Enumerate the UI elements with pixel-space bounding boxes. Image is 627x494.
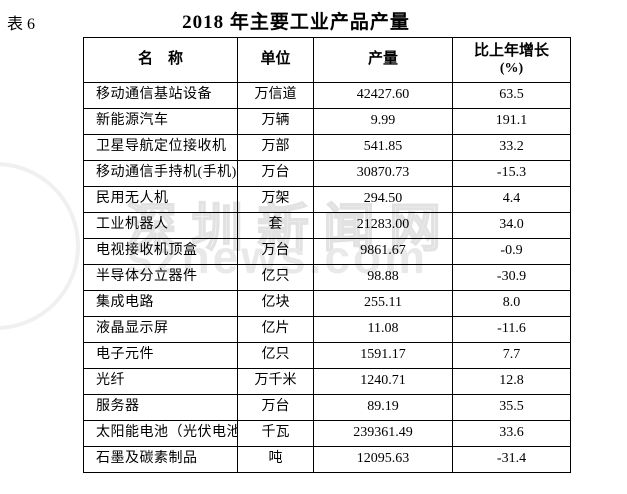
product-output-cell: 21283.00 xyxy=(313,212,453,239)
product-unit-cell: 万台 xyxy=(237,394,314,421)
table-row: 卫星导航定位接收机 万部 541.85 33.2 xyxy=(83,134,571,161)
table-row: 电子元件 亿只 1591.17 7.7 xyxy=(83,342,571,369)
product-output-cell: 1591.17 xyxy=(313,342,453,369)
table-row: 光纤 万千米 1240.71 12.8 xyxy=(83,368,571,395)
product-growth-cell: -0.9 xyxy=(452,238,571,265)
product-name-cell: 半导体分立器件 xyxy=(83,264,238,291)
header-growth-line2: (%) xyxy=(499,60,524,76)
product-output-cell: 42427.60 xyxy=(313,82,453,109)
product-unit-cell: 万部 xyxy=(237,134,314,161)
product-unit-cell: 亿块 xyxy=(237,290,314,317)
product-growth-cell: 34.0 xyxy=(452,212,571,239)
product-growth-cell: 8.0 xyxy=(452,290,571,317)
product-output-cell: 1240.71 xyxy=(313,368,453,395)
product-unit-cell: 万千米 xyxy=(237,368,314,395)
header-name: 名 称 xyxy=(83,37,238,83)
product-output-cell: 255.11 xyxy=(313,290,453,317)
product-unit-cell: 万台 xyxy=(237,238,314,265)
product-name-cell: 集成电路 xyxy=(83,290,238,317)
product-name-cell: 民用无人机 xyxy=(83,186,238,213)
table-number-label: 表 6 xyxy=(7,16,36,33)
product-unit-cell: 亿只 xyxy=(237,342,314,369)
product-name-cell: 电视接收机顶盒 xyxy=(83,238,238,265)
product-unit-cell: 套 xyxy=(237,212,314,239)
table-row: 移动通信基站设备 万信道 42427.60 63.5 xyxy=(83,82,571,109)
table-row: 移动通信手持机(手机) 万台 30870.73 -15.3 xyxy=(83,160,571,187)
product-name-cell: 卫星导航定位接收机 xyxy=(83,134,238,161)
product-output-cell: 30870.73 xyxy=(313,160,453,187)
product-name-cell: 光纤 xyxy=(83,368,238,395)
table-body: 移动通信基站设备 万信道 42427.60 63.5 新能源汽车 万辆 9.99… xyxy=(83,82,571,473)
product-name-cell: 太阳能电池（光伏电池） xyxy=(83,420,238,447)
product-unit-cell: 吨 xyxy=(237,446,314,473)
product-name-cell: 液晶显示屏 xyxy=(83,316,238,343)
product-output-cell: 11.08 xyxy=(313,316,453,343)
table-row: 民用无人机 万架 294.50 4.4 xyxy=(83,186,571,213)
header-unit: 单位 xyxy=(237,37,314,83)
product-unit-cell: 千瓦 xyxy=(237,420,314,447)
table-row: 集成电路 亿块 255.11 8.0 xyxy=(83,290,571,317)
product-growth-cell: 33.6 xyxy=(452,420,571,447)
product-name-cell: 新能源汽车 xyxy=(83,108,238,135)
product-name-cell: 工业机器人 xyxy=(83,212,238,239)
product-growth-cell: 4.4 xyxy=(452,186,571,213)
table-row: 工业机器人 套 21283.00 34.0 xyxy=(83,212,571,239)
page-title: 2018 年主要工业产品产量 xyxy=(182,12,410,33)
product-output-cell: 9.99 xyxy=(313,108,453,135)
product-growth-cell: 12.8 xyxy=(452,368,571,395)
table-header: 名 称 单位 产量 比上年增长 (%) xyxy=(83,37,571,83)
product-growth-cell: 7.7 xyxy=(452,342,571,369)
product-output-cell: 541.85 xyxy=(313,134,453,161)
industrial-output-table: 名 称 单位 产量 比上年增长 (%) 移动通信基站设备 万信道 42427.6… xyxy=(83,37,571,473)
product-name-cell: 移动通信手持机(手机) xyxy=(83,160,238,187)
table-row: 液晶显示屏 亿片 11.08 -11.6 xyxy=(83,316,571,343)
product-growth-cell: -11.6 xyxy=(452,316,571,343)
header-output: 产量 xyxy=(313,37,453,83)
header-growth-line1: 比上年增长 xyxy=(473,43,549,60)
product-growth-cell: 33.2 xyxy=(452,134,571,161)
watermark-circle-icon xyxy=(0,162,80,330)
product-output-cell: 239361.49 xyxy=(313,420,453,447)
product-name-cell: 服务器 xyxy=(83,394,238,421)
product-unit-cell: 万台 xyxy=(237,160,314,187)
product-name-cell: 电子元件 xyxy=(83,342,238,369)
product-growth-cell: -31.4 xyxy=(452,446,571,473)
product-unit-cell: 万信道 xyxy=(237,82,314,109)
product-output-cell: 9861.67 xyxy=(313,238,453,265)
product-growth-cell: 191.1 xyxy=(452,108,571,135)
product-unit-cell: 万辆 xyxy=(237,108,314,135)
table-row: 半导体分立器件 亿只 98.88 -30.9 xyxy=(83,264,571,291)
header-growth: 比上年增长 (%) xyxy=(452,37,571,83)
product-output-cell: 12095.63 xyxy=(313,446,453,473)
table-row: 新能源汽车 万辆 9.99 191.1 xyxy=(83,108,571,135)
table-row: 太阳能电池（光伏电池） 千瓦 239361.49 33.6 xyxy=(83,420,571,447)
product-name-cell: 移动通信基站设备 xyxy=(83,82,238,109)
product-output-cell: 294.50 xyxy=(313,186,453,213)
table-row: 石墨及碳素制品 吨 12095.63 -31.4 xyxy=(83,446,571,473)
product-growth-cell: 63.5 xyxy=(452,82,571,109)
product-output-cell: 98.88 xyxy=(313,264,453,291)
table-row: 服务器 万台 89.19 35.5 xyxy=(83,394,571,421)
product-growth-cell: -30.9 xyxy=(452,264,571,291)
product-unit-cell: 万架 xyxy=(237,186,314,213)
product-output-cell: 89.19 xyxy=(313,394,453,421)
table-row: 电视接收机顶盒 万台 9861.67 -0.9 xyxy=(83,238,571,265)
product-growth-cell: -15.3 xyxy=(452,160,571,187)
product-unit-cell: 亿片 xyxy=(237,316,314,343)
product-name-cell: 石墨及碳素制品 xyxy=(83,446,238,473)
header-row: 名 称 单位 产量 比上年增长 (%) xyxy=(83,37,571,83)
product-unit-cell: 亿只 xyxy=(237,264,314,291)
product-growth-cell: 35.5 xyxy=(452,394,571,421)
